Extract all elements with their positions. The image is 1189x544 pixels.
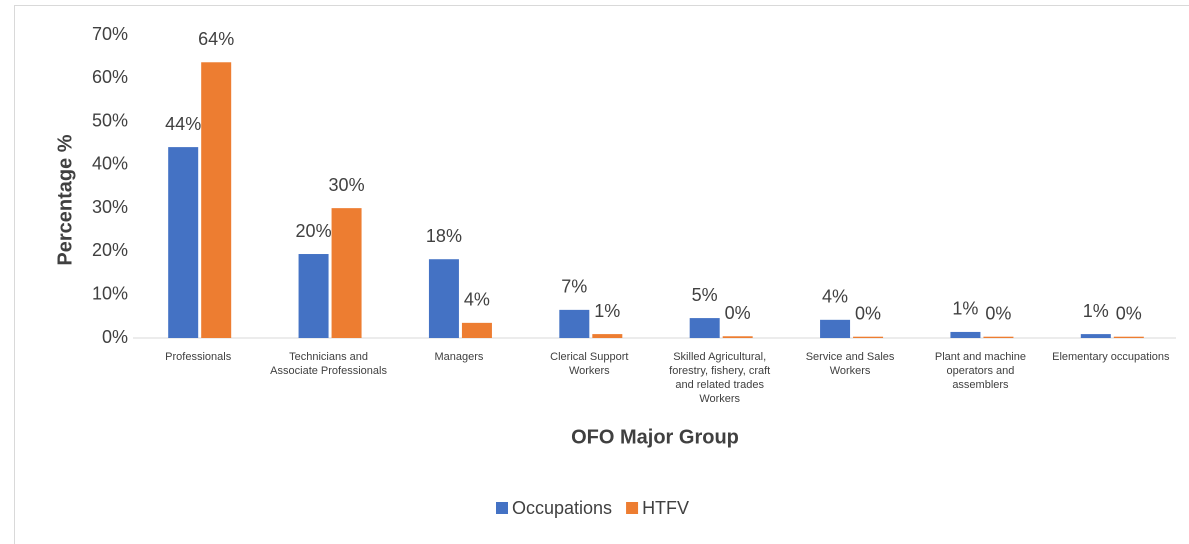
bar [461,322,492,338]
legend-label: Occupations [512,498,612,518]
y-tick-label: 50% [92,110,128,130]
y-tick-label: 30% [92,197,128,217]
y-axis-title: Percentage % [54,134,76,265]
data-label: 1% [594,301,620,321]
y-tick-label: 20% [92,240,128,260]
x-axis-title: OFO Major Group [571,426,739,448]
legend-swatch [496,502,508,514]
data-label: 4% [464,290,490,310]
y-tick-label: 0% [102,327,128,347]
bar [950,331,981,338]
bar [1113,336,1144,338]
bar [689,318,720,338]
data-label: 7% [561,277,587,297]
bar [559,309,590,338]
bar [983,336,1014,338]
y-tick-label: 60% [92,67,128,87]
x-tick-label: Plant and machine operators and assemble… [934,351,1026,391]
y-tick-label: 40% [92,154,128,174]
x-tick-label: Professionals [165,351,232,363]
data-label: 0% [985,303,1011,323]
bar [201,62,232,339]
data-label: 44% [165,114,201,134]
data-label: 20% [296,221,332,241]
y-tick-label: 10% [92,283,128,303]
legend-label: HTFV [642,498,689,518]
data-label: 0% [725,303,751,323]
chart-border [14,5,1189,544]
bar [722,336,753,338]
bar [820,319,851,338]
legend-swatch [626,502,639,514]
bar [298,254,329,338]
data-label: 0% [855,303,881,323]
bar [592,334,623,338]
data-label: 1% [1083,301,1109,321]
x-tick-label: Managers [434,351,484,363]
x-tick-label: Clerical Support Workers [550,351,629,377]
bar [428,259,459,338]
bar [331,208,362,338]
x-tick-label: Skilled Agricultural, forestry, fishery,… [669,351,771,405]
data-label: 64% [198,29,234,49]
data-label: 0% [1116,303,1142,323]
y-tick-label: 70% [92,24,128,44]
data-label: 1% [952,299,978,319]
x-tick-label: Service and Sales Workers [805,351,895,377]
data-label: 18% [426,226,462,246]
x-tick-label: Technicians and Associate Professionals [270,351,387,377]
bar [168,147,199,338]
data-label: 5% [692,285,718,305]
x-tick-label: Elementary occupations [1052,351,1170,363]
bar [1080,334,1111,338]
data-label: 30% [329,175,365,195]
bar [853,336,884,338]
data-label: 4% [822,287,848,307]
